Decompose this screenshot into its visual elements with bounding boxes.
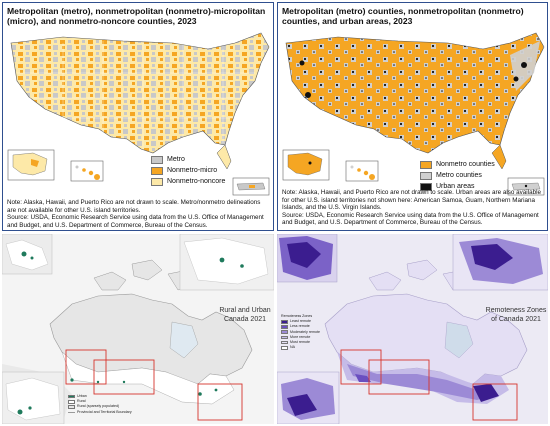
rural-south-band (61, 351, 235, 405)
legend-item-nonmetro-noncore: Nonmetro-noncore (151, 176, 225, 187)
map-legend: Nonmetro counties Metro counties Urban a… (420, 159, 495, 192)
source-line: Source: USDA, Economic Research Service … (282, 211, 539, 227)
legend-swatch (151, 166, 163, 175)
legend-item-most-remote: Most remote (281, 340, 320, 345)
legend-item-rural-sparse: Rural (sparsely populated) (68, 404, 132, 409)
legend-label: NA (290, 345, 295, 350)
legend-item-rural: Rural (68, 399, 132, 404)
legend-label: Most remote (290, 340, 310, 345)
canada-rural-map (2, 234, 274, 424)
legend-item-nonmetro: Nonmetro counties (420, 159, 495, 170)
legend-item-metro: Metro counties (420, 170, 495, 181)
hudson-bay (169, 321, 199, 359)
usa-urban-map (282, 32, 545, 196)
usa-mainland (10, 32, 270, 154)
legend-label: Metro counties (436, 172, 482, 179)
canada-remoteness-map (277, 234, 548, 424)
legend-label: Nonmetro counties (436, 161, 495, 168)
map-legend: Metro Nonmetro-micro Nonmetro-noncore (151, 154, 225, 187)
usa-county-map (7, 32, 270, 196)
legend-label: Provincial and Territorial Boundary (77, 409, 132, 414)
panel-title: Metropolitan (metro) counties, nonmetrop… (282, 6, 524, 26)
legend-label: Metro (167, 156, 185, 163)
panel-rural-urban-canada-map: Rural and Urban Canada 2021 Urban Rural … (2, 234, 274, 424)
panel-metro-micro-map: Metropolitan (metro), nonmetropolitan (n… (2, 2, 274, 231)
note-line: Note: Alaska, Hawaii, and Puerto Rico ar… (7, 199, 261, 214)
panel-remoteness-zones-map: Remoteness Zones of Canada 2021 Remotene… (277, 234, 548, 424)
legend-label: Moderately remote (290, 329, 320, 334)
legend-swatch (420, 182, 432, 191)
legend-swatch (151, 177, 163, 186)
map-title-line: of Canada 2021 (491, 316, 541, 323)
legend-item-urban: Urban (68, 394, 132, 399)
inset-box-prairies (93, 359, 155, 395)
inset-box-west (65, 349, 107, 385)
legend-label: Urban areas (436, 183, 475, 190)
legend-item-na: NA (281, 345, 320, 350)
moderate-remote-band (347, 364, 497, 400)
legend-item-least-remote: Least remote (281, 319, 320, 324)
legend-swatch (420, 160, 432, 169)
legend-item-boundary: Provincial and Territorial Boundary (68, 410, 132, 415)
source-line: Source: USDA, Economic Research Service … (7, 214, 264, 229)
legend-item-moderately-remote: Moderately remote (281, 330, 320, 335)
legend-item-urban: Urban areas (420, 181, 495, 192)
florida-shape (216, 144, 232, 170)
inset-box-ontario-quebec (472, 383, 518, 421)
hudson-bay (444, 321, 474, 359)
legend-label: More remote (290, 334, 311, 339)
map-title: Rural and Urban Canada 2021 (216, 306, 274, 324)
legend-item-metro: Metro (151, 154, 225, 165)
legend-label: Rural (sparsely populated) (77, 404, 120, 409)
florida-shape (491, 144, 507, 170)
inset-box-west (340, 349, 382, 385)
legend-label: Urban (77, 394, 87, 398)
map-title: Remoteness Zones of Canada 2021 (485, 306, 547, 324)
legend-item-less-remote: Less remote (281, 324, 320, 329)
legend-label: Nonmetro-micro (167, 167, 218, 174)
map-legend: Remoteness Zones Least remote Less remot… (281, 314, 320, 350)
least-remote-zone (473, 384, 499, 402)
usa-mainland (285, 32, 545, 154)
legend-label: Least remote (290, 319, 311, 324)
map-title-line: Remoteness Zones (485, 307, 547, 314)
inset-box-ontario-quebec (197, 383, 243, 421)
panel-urban-areas-map: Metropolitan (metro) counties, nonmetrop… (277, 2, 548, 231)
legend-item-more-remote: More remote (281, 335, 320, 340)
legend-item-nonmetro-micro: Nonmetro-micro (151, 165, 225, 176)
inset-box-prairies (368, 359, 430, 395)
map-title-line: Rural and Urban (219, 307, 271, 314)
map-note: Note: Alaska, Hawaii, and Puerto Rico ar… (7, 199, 270, 229)
map-title-line: Canada 2021 (223, 316, 267, 323)
legend-swatch (151, 155, 163, 164)
legend-label: Rural (77, 399, 86, 404)
legend-label: Less remote (290, 324, 310, 329)
map-legend: Urban Rural Rural (sparsely populated) P… (68, 394, 132, 415)
legend-heading: Remoteness Zones (281, 314, 313, 318)
legend-label: Nonmetro-noncore (167, 178, 226, 185)
legend-swatch (420, 171, 432, 180)
panel-title: Metropolitan (metro), nonmetropolitan (n… (7, 6, 266, 26)
note-line: Note: Alaska, Hawaii, and Puerto Rico ar… (282, 189, 542, 212)
map-note: Note: Alaska, Hawaii, and Puerto Rico ar… (282, 189, 544, 227)
